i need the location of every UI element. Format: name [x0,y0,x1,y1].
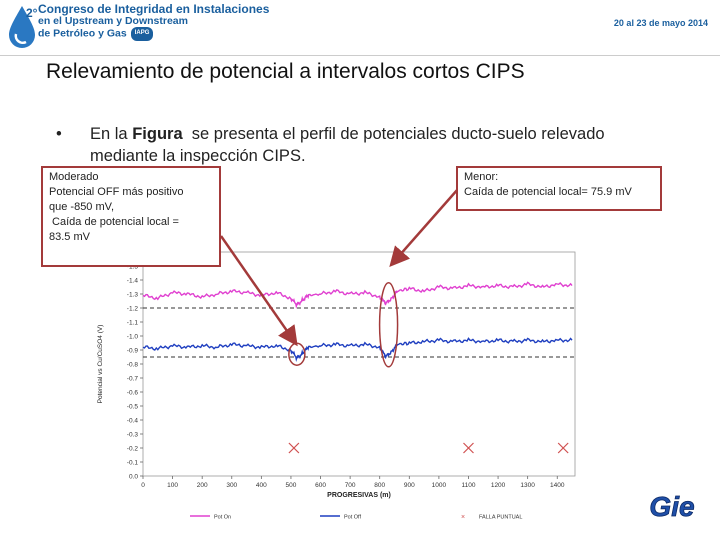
legend-label: Pot On [214,515,231,521]
x-tick-label: 1200 [491,482,506,489]
x-tick-label: 400 [256,482,267,489]
slide-title: Relevamiento de potencial a intervalos c… [46,60,525,83]
gie-logo-icon: Gie [638,490,706,522]
note-left-line: 83.5 mV [49,231,90,243]
y-axis-label: Potencial vs Cu/CuSO4 (V) [97,325,104,404]
x-tick-label: 500 [286,482,297,489]
y-tick-label: -1.0 [127,334,139,341]
y-tick-label: -0.9 [127,348,139,355]
bullet-dot: • [56,125,62,143]
x-tick-label: 100 [167,482,178,489]
conference-title-line1: Congreso de Integridad en Instalaciones [38,2,270,16]
y-tick-label: -0.6 [127,390,139,397]
y-tick-label: -0.1 [127,460,139,467]
y-tick-label: -1.4 [127,278,139,285]
highlight-ellipse-menor [378,282,399,368]
y-tick-label: -0.4 [127,418,139,425]
y-tick-label: -1.5 [127,264,139,271]
x-tick-label: 1000 [432,482,447,489]
marker-stroke [463,442,474,454]
marker-stroke [557,442,569,454]
y-tick-label: -0.8 [127,362,139,369]
iapg-badge: IAPG [130,27,154,41]
series-line-pot-on [142,281,573,309]
x-tick-label: 900 [404,482,415,489]
bullet-bold: Figura [132,125,183,143]
y-tick-label: -1.2 [127,306,139,313]
y-tick-label: -0.3 [127,432,139,439]
gie-logo-text: Gie [649,491,694,522]
y-tick-label: -0.7 [127,376,139,383]
y-tick-label: -0.2 [127,446,139,453]
falla-puntual-marker [463,442,474,454]
note-right-line: Menor: [464,171,499,183]
bullet-line1-rest: se presenta el perfil de potenciales duc… [182,125,605,143]
conference-title: Congreso de Integridad en Instalaciones … [38,2,270,41]
badge-number: 2° [26,6,38,20]
conference-date: 20 al 23 de mayo 2014 [613,18,708,28]
x-tick-label: 800 [374,482,385,489]
y-tick-label: -1.1 [127,320,139,327]
x-tick-label: 1100 [461,482,475,489]
series-line-pot-off [142,337,573,363]
note-left-line: que -850 mV, [49,201,115,213]
x-tick-label: 1400 [550,482,565,489]
plot-area [142,251,576,477]
note-left-line: Potencial OFF más positivo [49,186,184,198]
y-tick-label: -0.5 [127,404,139,411]
falla-puntual-marker [288,442,300,454]
annotation-menor: Menor: Caída de potencial local= 75.9 mV [456,166,662,211]
note-left-line: Caída de potencial local = [49,216,179,228]
x-axis-label: PROGRESIVAS (m) [327,492,391,499]
y-tick-label: 0.0 [129,474,138,481]
conference-header: 2° Congreso de Integridad en Instalacion… [0,0,720,56]
y-tick-label: -1.3 [127,292,139,299]
water-drop-logo-icon: 2° [9,6,38,48]
note-right-line: Caída de potencial local= 75.9 mV [464,186,632,198]
header-divider [0,55,720,56]
note-left-line: Moderado [49,171,99,183]
x-tick-label: 0 [141,482,145,489]
x-tick-label: 200 [197,482,208,489]
conference-title-line3: de Petróleo y Gas [38,27,127,40]
legend-marker-x: × [461,514,465,521]
x-tick-label: 700 [345,482,356,489]
marker-stroke [288,442,300,454]
legend-label: Pot Off [344,515,361,521]
arrow-moderado [219,235,298,347]
x-tick-label: 300 [226,482,237,489]
bullet-prefix: En la [90,125,133,143]
conference-title-line2: en el Upstream y Downstream [38,14,188,27]
annotation-moderado: Moderado Potencial OFF más positivo que … [41,166,221,267]
x-tick-label: 1300 [520,482,535,489]
arrow-menor [389,188,459,267]
x-tick-label: 600 [315,482,326,489]
legend-label: FALLA PUNTUAL [479,515,522,521]
bullet-line2: mediante la inspección CIPS. [90,147,306,165]
falla-puntual-marker [557,442,569,454]
